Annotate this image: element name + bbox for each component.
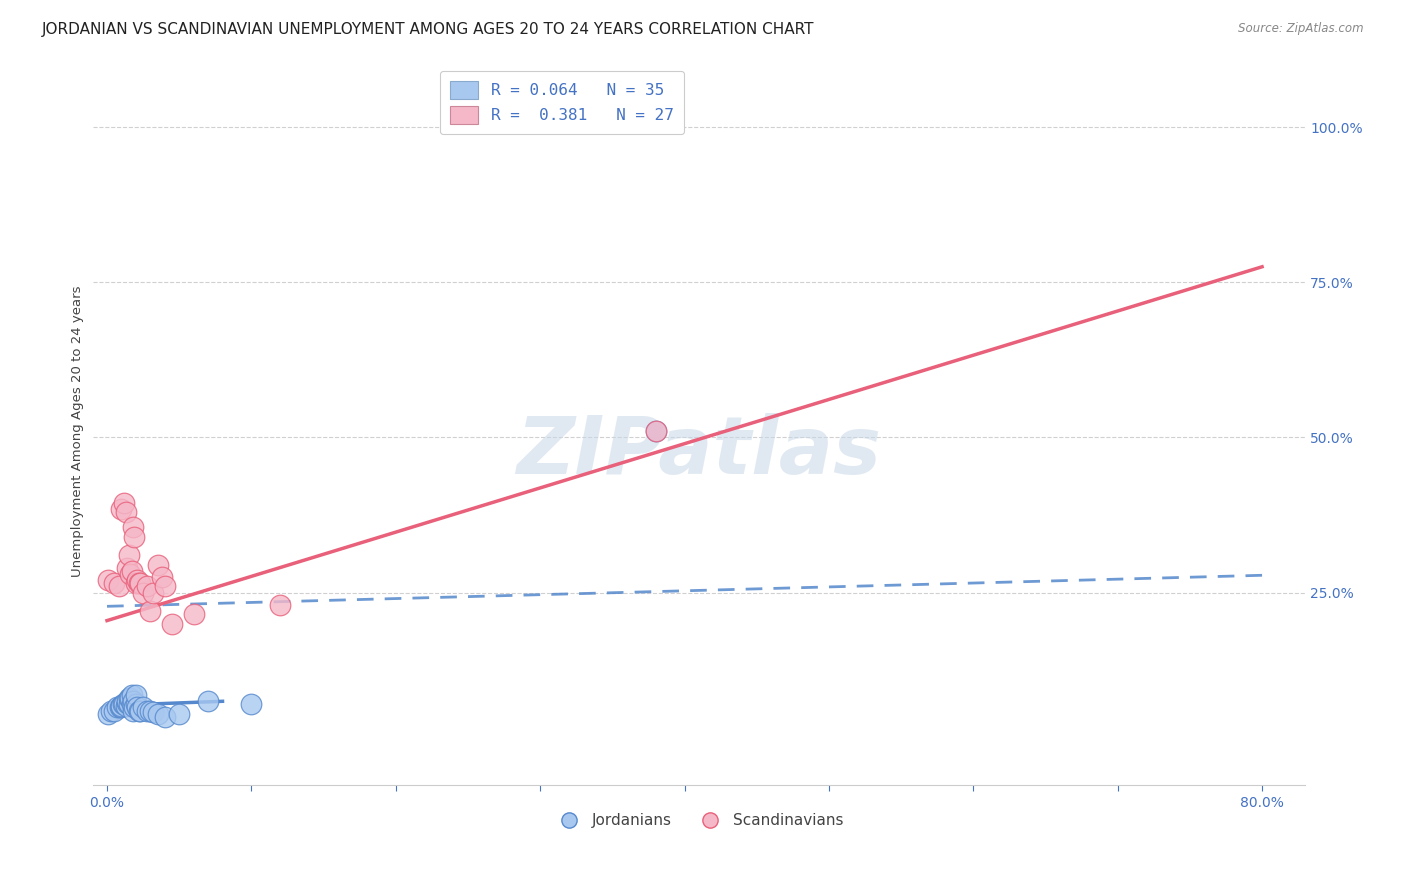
- Point: [112, 496, 135, 510]
- Point: [115, 561, 138, 575]
- Point: [128, 576, 150, 591]
- Point: [269, 598, 291, 612]
- Point: [114, 505, 136, 519]
- Point: [153, 579, 176, 593]
- Point: [136, 704, 159, 718]
- Point: [120, 567, 142, 582]
- Text: JORDANIAN VS SCANDINAVIAN UNEMPLOYMENT AMONG AGES 20 TO 24 YEARS CORRELATION CHA: JORDANIAN VS SCANDINAVIAN UNEMPLOYMENT A…: [42, 22, 814, 37]
- Point: [111, 698, 134, 712]
- Point: [97, 706, 120, 721]
- Point: [105, 700, 128, 714]
- Point: [127, 573, 149, 587]
- Point: [132, 585, 155, 599]
- Point: [139, 704, 162, 718]
- Point: [121, 688, 143, 702]
- Point: [125, 688, 148, 702]
- Point: [183, 607, 205, 622]
- Point: [153, 710, 176, 724]
- Point: [121, 564, 143, 578]
- Point: [125, 576, 148, 591]
- Point: [103, 576, 125, 591]
- Point: [146, 706, 169, 721]
- Point: [118, 691, 141, 706]
- Point: [124, 700, 146, 714]
- Point: [644, 424, 666, 438]
- Point: [112, 698, 135, 712]
- Point: [127, 700, 149, 714]
- Point: [129, 576, 152, 591]
- Point: [120, 691, 142, 706]
- Point: [103, 704, 125, 718]
- Point: [122, 704, 145, 718]
- Point: [125, 698, 148, 712]
- Point: [100, 704, 122, 718]
- Point: [122, 520, 145, 534]
- Point: [160, 616, 183, 631]
- Point: [128, 704, 150, 718]
- Point: [107, 579, 129, 593]
- Y-axis label: Unemployment Among Ages 20 to 24 years: Unemployment Among Ages 20 to 24 years: [72, 285, 84, 577]
- Point: [129, 704, 152, 718]
- Point: [118, 549, 141, 563]
- Text: Source: ZipAtlas.com: Source: ZipAtlas.com: [1239, 22, 1364, 36]
- Point: [121, 698, 143, 712]
- Point: [122, 694, 145, 708]
- Point: [110, 700, 132, 714]
- Point: [110, 501, 132, 516]
- Point: [110, 698, 132, 713]
- Point: [115, 696, 138, 710]
- Point: [167, 706, 190, 721]
- Point: [132, 700, 155, 714]
- Point: [139, 604, 162, 618]
- Point: [108, 700, 131, 714]
- Text: ZIPatlas: ZIPatlas: [516, 414, 882, 491]
- Point: [136, 579, 159, 593]
- Point: [146, 558, 169, 572]
- Point: [115, 694, 138, 708]
- Point: [124, 530, 146, 544]
- Point: [142, 705, 165, 719]
- Point: [240, 698, 263, 712]
- Legend: Jordanians, Scandinavians: Jordanians, Scandinavians: [548, 807, 851, 834]
- Point: [114, 698, 136, 713]
- Point: [644, 424, 666, 438]
- Point: [197, 694, 219, 708]
- Point: [142, 585, 165, 599]
- Point: [97, 573, 120, 587]
- Point: [118, 698, 141, 712]
- Point: [150, 570, 173, 584]
